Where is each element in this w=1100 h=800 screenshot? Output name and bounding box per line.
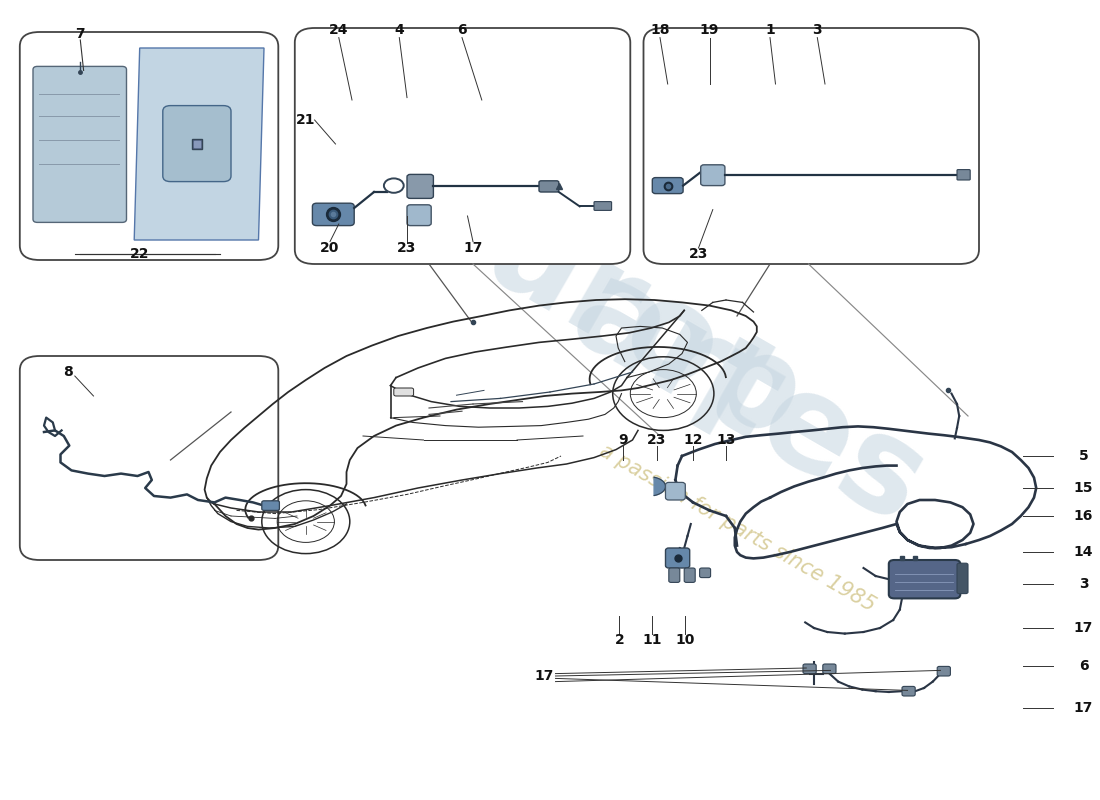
FancyBboxPatch shape	[823, 664, 836, 674]
FancyBboxPatch shape	[295, 28, 630, 264]
FancyBboxPatch shape	[701, 165, 725, 186]
Text: 23: 23	[689, 247, 708, 262]
FancyBboxPatch shape	[539, 181, 559, 192]
FancyBboxPatch shape	[889, 560, 960, 598]
FancyBboxPatch shape	[957, 170, 970, 180]
FancyBboxPatch shape	[684, 568, 695, 582]
Text: 10: 10	[675, 633, 695, 647]
FancyBboxPatch shape	[312, 203, 354, 226]
FancyBboxPatch shape	[937, 666, 950, 676]
FancyBboxPatch shape	[407, 205, 431, 226]
Text: 24: 24	[329, 23, 349, 38]
FancyBboxPatch shape	[644, 28, 979, 264]
Text: 20: 20	[320, 241, 340, 255]
Text: 22: 22	[130, 247, 150, 262]
FancyBboxPatch shape	[407, 174, 433, 198]
Text: 18: 18	[650, 23, 670, 38]
Text: 8: 8	[64, 365, 73, 379]
Text: 9: 9	[618, 433, 627, 447]
Text: 21: 21	[296, 113, 316, 127]
Text: 2: 2	[615, 633, 624, 647]
FancyBboxPatch shape	[394, 388, 414, 396]
FancyBboxPatch shape	[666, 482, 685, 500]
Text: 7: 7	[76, 26, 85, 41]
FancyBboxPatch shape	[700, 568, 711, 578]
FancyBboxPatch shape	[902, 686, 915, 696]
Text: 12: 12	[683, 433, 703, 447]
Text: 3: 3	[1079, 577, 1088, 591]
Text: 17: 17	[463, 241, 483, 255]
Text: 19: 19	[700, 23, 719, 38]
FancyBboxPatch shape	[20, 32, 278, 260]
Text: 14: 14	[1074, 545, 1093, 559]
FancyBboxPatch shape	[666, 548, 690, 568]
FancyBboxPatch shape	[262, 501, 279, 510]
Text: 17: 17	[1074, 701, 1093, 715]
Text: 5: 5	[1079, 449, 1088, 463]
Text: 3: 3	[813, 23, 822, 38]
Text: 15: 15	[1074, 481, 1093, 495]
Text: 23: 23	[397, 241, 417, 255]
Text: 11: 11	[642, 633, 662, 647]
Text: 13: 13	[716, 433, 736, 447]
Text: 4: 4	[395, 23, 404, 38]
FancyBboxPatch shape	[163, 106, 231, 182]
FancyBboxPatch shape	[803, 664, 816, 674]
Text: artes: artes	[549, 249, 947, 551]
Text: a passion for parts since 1985: a passion for parts since 1985	[595, 441, 879, 615]
Text: 17: 17	[1074, 621, 1093, 635]
FancyBboxPatch shape	[957, 563, 968, 594]
Text: 6: 6	[458, 23, 466, 38]
FancyBboxPatch shape	[669, 568, 680, 582]
FancyBboxPatch shape	[33, 66, 126, 222]
Text: 17: 17	[535, 669, 554, 683]
Polygon shape	[134, 48, 264, 240]
Text: europ: europ	[385, 141, 825, 467]
Text: 6: 6	[1079, 658, 1088, 673]
FancyBboxPatch shape	[652, 178, 683, 194]
FancyBboxPatch shape	[20, 356, 278, 560]
FancyBboxPatch shape	[594, 202, 612, 210]
Polygon shape	[654, 478, 666, 495]
Text: 1: 1	[766, 23, 774, 38]
Text: 16: 16	[1074, 509, 1093, 523]
Text: 23: 23	[647, 433, 667, 447]
